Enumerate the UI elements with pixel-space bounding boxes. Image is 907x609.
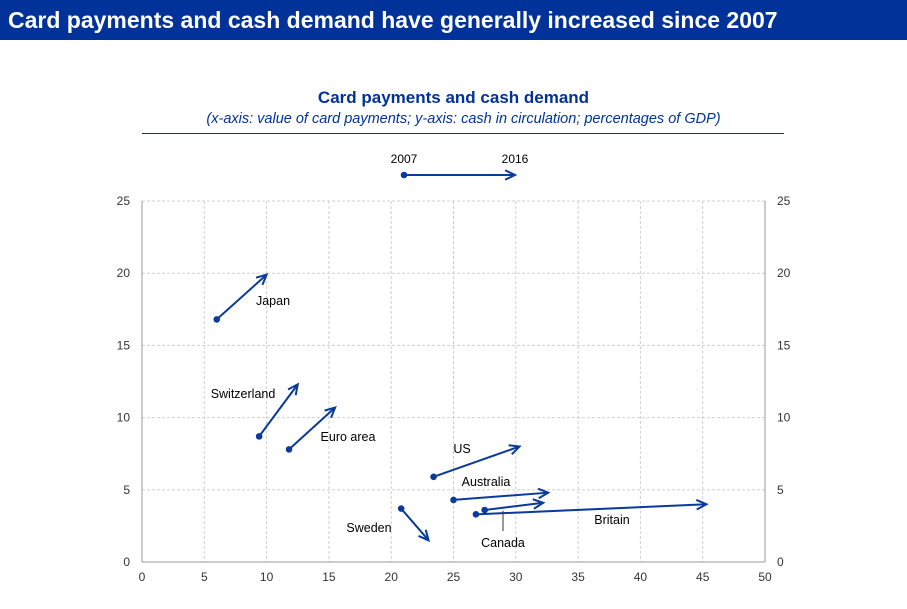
australia-arrowhead xyxy=(537,487,551,500)
us-label: US xyxy=(453,442,470,456)
legend-start-dot xyxy=(400,171,408,179)
legend-arrowhead xyxy=(504,169,518,181)
y-tick-label-right: 10 xyxy=(777,411,791,425)
australia-arrow xyxy=(453,491,549,501)
x-tick-label: 30 xyxy=(509,570,523,584)
euro-area-label: Euro area xyxy=(321,430,376,444)
x-tick-label: 0 xyxy=(139,570,146,584)
switzerland-label: Switzerland xyxy=(211,387,276,401)
y-tick-label-left: 5 xyxy=(123,483,130,497)
y-tick-label-left: 15 xyxy=(117,338,131,352)
x-tick-label: 10 xyxy=(260,570,274,584)
y-tick-label-left: 20 xyxy=(117,266,131,280)
slide-title: Card payments and cash demand have gener… xyxy=(0,0,907,40)
euro-area-arrow xyxy=(288,406,336,451)
japan-arrowhead xyxy=(255,273,269,286)
y-tick-label-left: 0 xyxy=(123,555,130,569)
x-tick-label: 20 xyxy=(385,570,399,584)
legend-start-label: 2007 xyxy=(391,152,418,166)
chart-title: Card payments and cash demand xyxy=(317,88,590,107)
y-tick-label-left: 10 xyxy=(117,411,131,425)
switzerland-arrowhead xyxy=(287,382,300,396)
y-tick-label-right: 5 xyxy=(777,483,784,497)
us-arrowhead xyxy=(508,444,522,455)
x-tick-label: 25 xyxy=(447,570,461,584)
y-tick-label-right: 25 xyxy=(777,194,791,208)
sweden-label: Sweden xyxy=(346,521,391,535)
y-tick-label-left: 25 xyxy=(117,194,131,208)
britain-arrowhead xyxy=(695,498,709,511)
euro-area-start-dot xyxy=(285,446,293,453)
switzerland-start-dot xyxy=(255,433,263,440)
sweden-arrow xyxy=(400,507,430,541)
canada-label: Canada xyxy=(481,536,525,550)
x-tick-label: 45 xyxy=(696,570,710,584)
y-tick-label-right: 15 xyxy=(777,338,791,352)
x-tick-label: 35 xyxy=(571,570,585,584)
x-tick-label: 50 xyxy=(758,570,772,584)
britain-arrow xyxy=(475,503,707,516)
y-tick-label-right: 0 xyxy=(777,555,784,569)
japan-start-dot xyxy=(213,316,221,323)
legend-end-label: 2016 xyxy=(502,152,529,166)
sweden-arrowhead xyxy=(418,529,431,543)
title-rule xyxy=(142,133,784,134)
canada-arrowhead xyxy=(532,498,546,510)
x-tick-label: 15 xyxy=(322,570,336,584)
britain-label: Britain xyxy=(594,513,629,527)
sweden-start-dot xyxy=(397,505,405,512)
japan-label: Japan xyxy=(256,294,290,308)
euro-area-arrowhead xyxy=(324,405,337,419)
x-tick-label: 5 xyxy=(201,570,208,584)
us-arrow xyxy=(433,445,520,478)
y-tick-label-right: 20 xyxy=(777,266,791,280)
chart-subtitle: (x-axis: value of card payments; y-axis:… xyxy=(206,111,721,127)
us-start-dot xyxy=(430,473,437,481)
canada-arrow xyxy=(484,501,544,512)
australia-start-dot xyxy=(450,496,457,504)
japan-arrow xyxy=(216,273,268,321)
canada-start-dot xyxy=(481,506,488,514)
switzerland-arrow xyxy=(258,383,299,437)
x-tick-label: 40 xyxy=(634,570,648,584)
britain-start-dot xyxy=(472,511,480,518)
australia-label: Australia xyxy=(462,475,511,489)
